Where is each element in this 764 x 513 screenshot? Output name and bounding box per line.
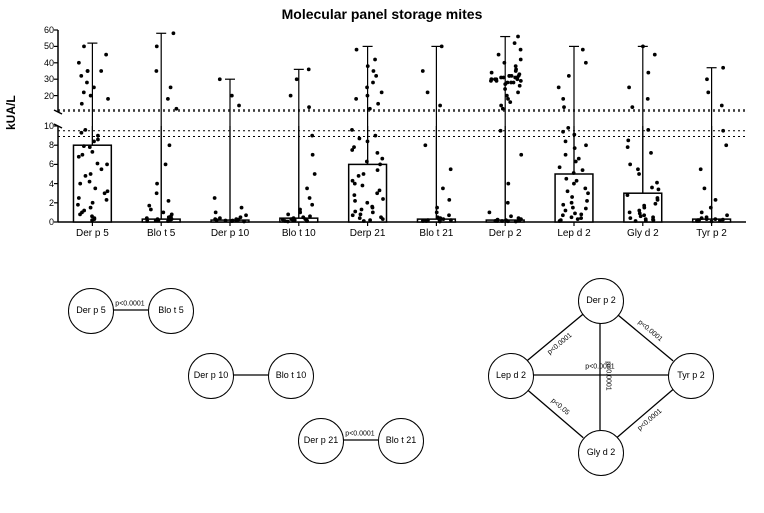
y-tick: 4 xyxy=(28,179,54,189)
y-tick: 60 xyxy=(28,25,54,35)
node-gly-d-2: Gly d 2 xyxy=(578,430,624,476)
edge-p-label: p<0.0001 xyxy=(547,332,574,356)
x-category: Blo t 10 xyxy=(282,228,316,239)
x-category: Gly d 2 xyxy=(627,228,659,239)
node-blo-t-10: Blo t 10 xyxy=(268,353,314,399)
x-category: Lep d 2 xyxy=(557,228,590,239)
node-tyr-p-2: Tyr p 2 xyxy=(668,353,714,399)
y-tick: 30 xyxy=(28,74,54,84)
y-tick: 6 xyxy=(28,159,54,169)
x-category: Blo t 21 xyxy=(419,228,453,239)
y-tick: 8 xyxy=(28,140,54,150)
y-tick: 0 xyxy=(28,217,54,227)
node-der-p-5: Der p 5 xyxy=(68,288,114,334)
y-tick: 20 xyxy=(28,91,54,101)
node-der-p-21: Der p 21 xyxy=(298,418,344,464)
chart-plot xyxy=(0,0,764,260)
y-tick: 10 xyxy=(28,121,54,131)
x-category: Derp 21 xyxy=(350,228,386,239)
x-category: Der p 2 xyxy=(489,228,522,239)
edge-p-label: p<0.0001 xyxy=(585,364,614,371)
node-der-p-2: Der p 2 xyxy=(578,278,624,324)
x-category: Der p 10 xyxy=(211,228,249,239)
node-lep-d-2: Lep d 2 xyxy=(488,353,534,399)
edge-p-label: p<0.0001 xyxy=(115,301,144,308)
x-category: Der p 5 xyxy=(76,228,109,239)
y-tick: 2 xyxy=(28,198,54,208)
edge-p-label: p<0.0001 xyxy=(637,319,664,343)
y-tick: 50 xyxy=(28,41,54,51)
node-der-p-10: Der p 10 xyxy=(188,353,234,399)
x-category: Blo t 5 xyxy=(147,228,175,239)
node-blo-t-5: Blo t 5 xyxy=(148,288,194,334)
y-tick: 40 xyxy=(28,58,54,68)
node-blo-t-21: Blo t 21 xyxy=(378,418,424,464)
x-category: Tyr p 2 xyxy=(696,228,727,239)
edge-p-label: p<0.0001 xyxy=(637,407,664,431)
edge-p-label: p<0.05 xyxy=(550,398,571,417)
edge-p-label: p<0.0001 xyxy=(345,431,374,438)
